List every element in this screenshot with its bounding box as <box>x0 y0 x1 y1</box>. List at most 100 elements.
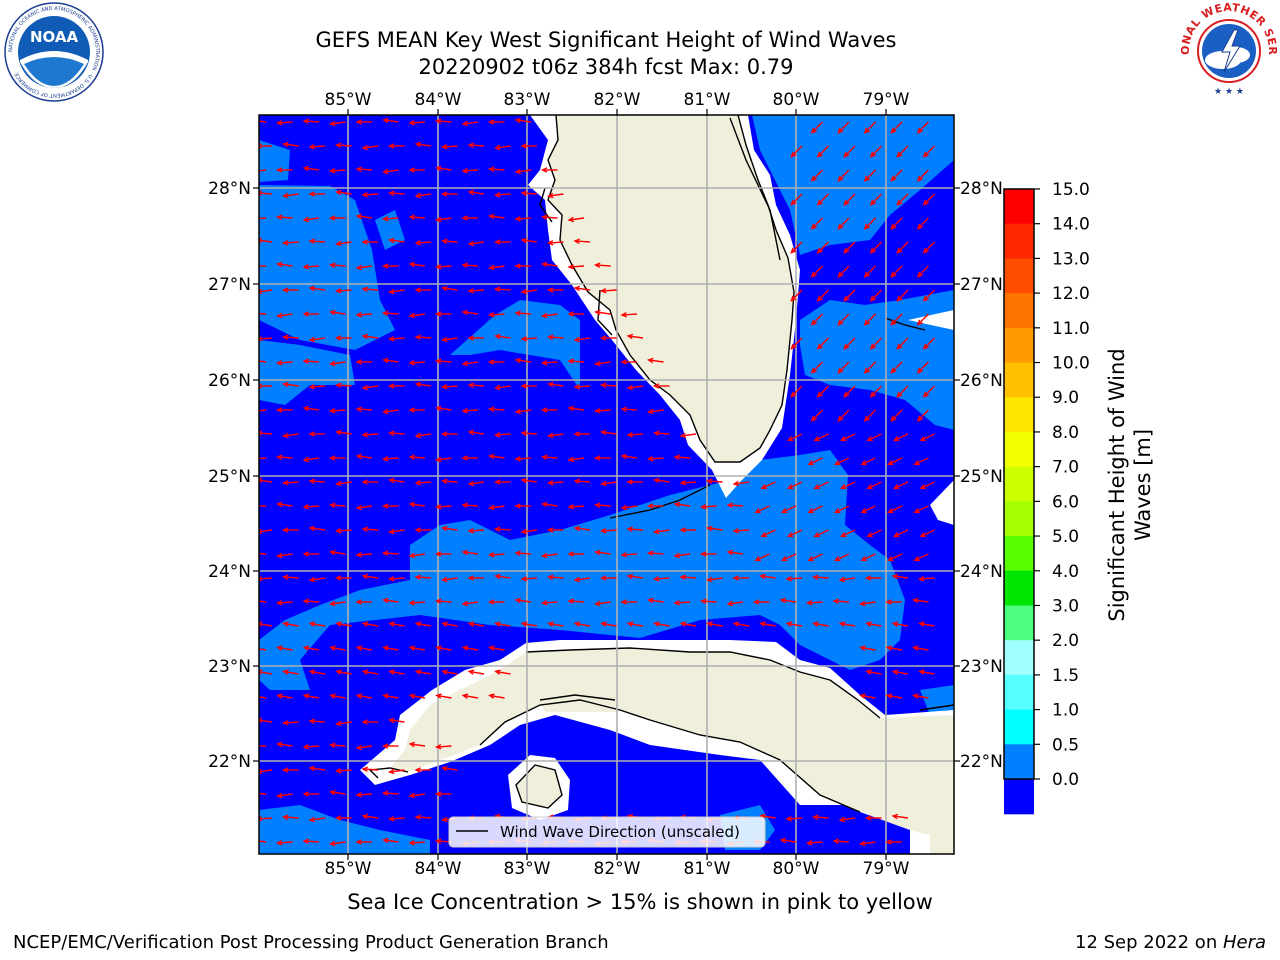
wind-arrow <box>381 503 399 509</box>
wind-arrow <box>859 645 876 651</box>
wind-arrow <box>361 384 379 391</box>
wind-arrow <box>816 241 829 254</box>
colorbar-segment <box>1004 466 1034 502</box>
wind-arrow <box>387 335 405 342</box>
wind-arrow <box>837 265 850 278</box>
wind-arrow <box>275 407 293 413</box>
wind-arrow <box>487 311 505 318</box>
wind-arrow <box>892 481 909 490</box>
lat-tick-label-left: 24°N <box>208 562 251 582</box>
colorbar-tick-label: 9.0 <box>1052 388 1079 408</box>
wind-arrow <box>381 263 399 269</box>
wind-arrow <box>328 262 346 269</box>
wind-arrow <box>839 481 856 490</box>
wind-arrow <box>259 505 266 507</box>
wind-arrow <box>281 334 299 341</box>
wind-arrow <box>467 240 485 247</box>
wind-arrow <box>912 645 929 651</box>
lat-tick-label-left: 28°N <box>208 179 251 199</box>
wind-arrow <box>382 168 399 175</box>
wind-arrow <box>414 287 431 293</box>
wind-arrow <box>281 527 299 533</box>
wind-arrow <box>832 838 850 845</box>
wind-arrow <box>328 742 346 749</box>
wind-arrow <box>281 239 299 246</box>
wind-arrow <box>859 693 876 699</box>
wind-arrow <box>890 409 903 422</box>
wind-arrow <box>646 550 664 557</box>
wind-arrow <box>435 693 452 699</box>
wind-arrow <box>414 669 432 675</box>
colorbar-frame <box>1003 188 1035 780</box>
wind-arrow <box>334 815 352 821</box>
wind-arrow <box>335 429 352 436</box>
wind-arrow <box>514 117 532 124</box>
wind-arrow <box>514 597 532 604</box>
wind-arrow <box>302 551 319 557</box>
colorbar-label-line1: Significant Height of Wind <box>1105 348 1129 621</box>
wind-arrow <box>790 337 803 350</box>
wind-arrow <box>810 361 823 374</box>
wind-arrow <box>461 262 479 269</box>
colorbar-tick-label: 0.0 <box>1052 770 1079 790</box>
wind-arrow <box>865 621 882 627</box>
wind-arrow <box>355 599 372 605</box>
wind-arrow <box>302 838 320 845</box>
wind-arrow <box>869 385 882 398</box>
wind-arrow <box>329 309 346 316</box>
wind-arrow <box>408 645 426 651</box>
wind-arrow <box>461 455 478 461</box>
wind-arrow <box>467 142 485 149</box>
wind-arrow <box>626 384 644 391</box>
wind-arrow <box>890 217 903 230</box>
wind-arrow <box>759 621 776 627</box>
wind-arrow <box>414 381 432 388</box>
wind-arrow <box>754 553 770 562</box>
wind-arrow <box>302 358 320 365</box>
wind-arrow <box>520 190 538 197</box>
colorbar-tick-label: 4.0 <box>1052 562 1079 582</box>
wind-arrow <box>334 335 352 341</box>
wind-arrow <box>361 479 378 485</box>
wind-arrow <box>916 361 929 374</box>
wind-arrow <box>434 791 452 797</box>
wind-arrow <box>441 336 458 343</box>
colorbar-segment <box>1004 640 1034 676</box>
wind-arrow <box>863 361 876 374</box>
wind-arrow <box>302 311 319 317</box>
wind-arrow <box>653 621 670 627</box>
colorbar-tick-label: 1.5 <box>1052 666 1079 686</box>
wind-arrow <box>520 335 538 342</box>
wind-arrow <box>408 552 426 559</box>
wind-arrow <box>467 287 485 294</box>
wind-arrow <box>567 263 585 270</box>
wind-arrow <box>308 669 326 675</box>
wind-arrow <box>652 383 670 389</box>
wind-arrow <box>276 645 293 651</box>
wind-arrow <box>329 693 346 699</box>
wind-arrow <box>387 143 405 149</box>
wind-arrow <box>514 263 531 269</box>
colorbar-segment <box>1004 536 1034 572</box>
wind-arrow <box>334 767 352 774</box>
wind-arrow <box>863 313 876 326</box>
wind-arrow <box>276 741 293 748</box>
wind-arrow <box>922 385 935 398</box>
lat-tick-label-right: 23°N <box>960 657 1003 677</box>
wind-arrow <box>916 409 929 422</box>
wind-arrow <box>652 575 670 582</box>
wind-arrow <box>441 669 458 675</box>
wind-arrow <box>434 358 452 365</box>
wind-arrow <box>922 241 935 254</box>
wind-arrow <box>441 285 458 292</box>
wind-arrow <box>599 527 617 534</box>
wind-arrow <box>414 479 432 486</box>
wind-arrow <box>355 551 373 558</box>
wind-arrow <box>308 816 326 823</box>
wind-arrow <box>620 599 637 605</box>
wind-arrow <box>281 479 299 486</box>
wind-arrow <box>912 693 929 699</box>
wind-arrow <box>760 529 776 538</box>
wind-arrow <box>541 261 558 268</box>
wind-arrow <box>329 840 346 847</box>
